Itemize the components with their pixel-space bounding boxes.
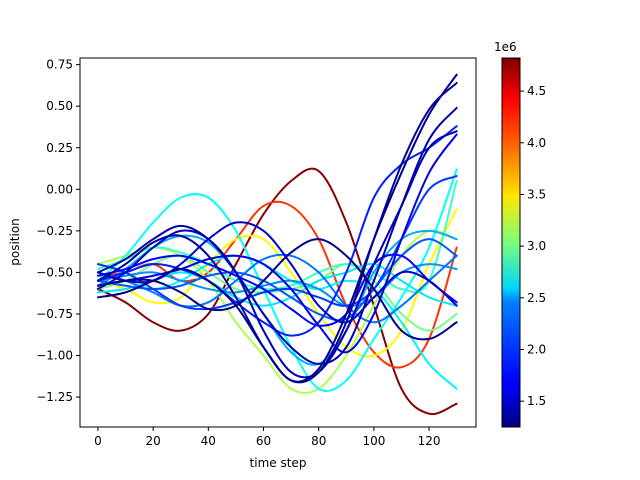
plot-area: 0 20 40 60 80 100 120 0.75 0.50 0.25 0.00 −0.25 −0.… (8, 57, 477, 470)
x-tick-label: 80 (311, 434, 326, 448)
colorbar-tick-label: 1.5 (527, 394, 546, 408)
colorbar: 1.5 2.0 2.5 3.0 3.5 4.0 4.5 1e6 (494, 40, 546, 428)
series-line-6 (96, 168, 458, 392)
y-tick-label: 0.75 (46, 58, 73, 72)
colorbar-tick-label: 3.5 (527, 187, 546, 201)
colorbar-tick-label: 2.0 (527, 342, 546, 356)
x-axis-ticks: 0 20 40 60 80 100 120 (94, 427, 441, 448)
x-tick-label: 0 (94, 434, 102, 448)
y-axis-label: position (8, 218, 22, 266)
colorbar-gradient (502, 58, 520, 427)
y-tick-label: −0.75 (36, 307, 73, 321)
series-line-15 (96, 253, 458, 327)
series-line-0 (96, 167, 458, 416)
series-line-1 (96, 200, 458, 369)
y-tick-label: −1.25 (36, 390, 73, 404)
colorbar-tick-label: 3.0 (527, 239, 546, 253)
x-tick-label: 40 (201, 434, 216, 448)
colorbar-tick-label: 4.0 (527, 136, 546, 150)
x-tick-label: 100 (362, 434, 385, 448)
series-layer (96, 73, 458, 416)
x-tick-label: 20 (145, 434, 160, 448)
series-line-12 (96, 238, 458, 322)
y-tick-label: 0.50 (46, 99, 73, 113)
x-tick-label: 120 (418, 434, 441, 448)
y-tick-label: −0.25 (36, 224, 73, 238)
series-line-20 (96, 81, 458, 384)
colorbar-offset-label: 1e6 (494, 40, 517, 54)
colorbar-tick-label: 4.5 (527, 84, 546, 98)
series-line-22 (96, 238, 458, 341)
colorbar-tick-label: 2.5 (527, 291, 546, 305)
series-line-4 (96, 254, 458, 332)
y-tick-label: 0.00 (46, 182, 73, 196)
series-line-11 (96, 253, 458, 324)
y-tick-label: −1.00 (36, 349, 73, 363)
y-tick-label: −0.50 (36, 265, 73, 279)
y-tick-label: 0.25 (46, 141, 73, 155)
colorbar-ticks: 1.5 2.0 2.5 3.0 3.5 4.0 4.5 (520, 84, 546, 408)
series-line-16 (96, 133, 458, 354)
series-line-19 (96, 106, 458, 365)
series-line-14 (96, 125, 458, 337)
y-axis-ticks: 0.75 0.50 0.25 0.00 −0.25 −0.50 −0.75 −1.00 −1.2… (36, 58, 80, 404)
plot-frame (79, 57, 477, 428)
x-tick-label: 60 (256, 434, 271, 448)
series-line-5 (96, 180, 458, 294)
series-line-21 (96, 73, 458, 383)
x-axis-label: time step (250, 456, 307, 470)
colorbar-frame (501, 57, 521, 428)
